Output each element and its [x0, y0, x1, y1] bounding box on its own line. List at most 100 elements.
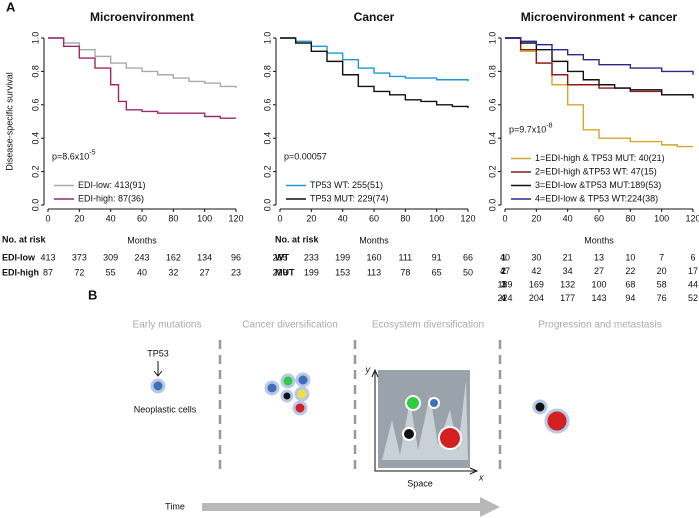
x-axis-label: Months — [359, 235, 389, 245]
x-axis-label: Months — [127, 235, 157, 245]
risk-value: 160 — [366, 252, 381, 262]
p-value-text: p=9.7x10 — [509, 125, 546, 135]
risk-value: 233 — [304, 252, 319, 262]
cell — [428, 397, 440, 409]
cells-label: Neoplastic cells — [134, 404, 197, 414]
risk-value: 224 — [497, 293, 512, 303]
legend-label: 3=EDI-low &TP53 MUT:189(53) — [535, 180, 661, 190]
cell — [438, 426, 462, 450]
y-tick-label: 1.0 — [30, 32, 40, 45]
risk-value: 169 — [529, 279, 544, 289]
x-tick-label: 60 — [369, 213, 379, 223]
risk-value: 96 — [231, 252, 241, 262]
panel-label: B — [88, 287, 97, 302]
risk-value: 42 — [531, 266, 541, 276]
y-tick-label: 0.2 — [487, 165, 497, 178]
risk-value: 309 — [103, 252, 118, 262]
risk-value: 34 — [563, 266, 573, 276]
y-tick-label: 0.2 — [262, 165, 272, 178]
x-axis-label: x — [478, 472, 484, 482]
risk-value: 30 — [531, 252, 541, 262]
legend-label: TP53 WT: 255(51) — [310, 180, 383, 190]
survival-curve — [48, 37, 237, 89]
risk-value: 243 — [134, 252, 149, 262]
risk-value: 134 — [197, 252, 212, 262]
panel-label: A — [6, 0, 16, 14]
diagram: Early mutations Cancer diversification E… — [133, 320, 662, 517]
legend-label: EDI-low: 413(91) — [78, 180, 146, 190]
y-tick-label: 0.4 — [262, 132, 272, 145]
x-tick-label: 20 — [74, 213, 84, 223]
risk-value: 162 — [166, 252, 181, 262]
y-tick-label: 0.4 — [487, 132, 497, 145]
y-tick-label: 0.2 — [30, 165, 40, 178]
p-value: p=9.7x10-8 — [509, 122, 553, 135]
risk-value: 47 — [500, 266, 510, 276]
risk-value: 373 — [72, 252, 87, 262]
x-tick-label: 0 — [277, 213, 282, 223]
x-tick-label: 60 — [137, 213, 147, 223]
risk-value: 21 — [563, 252, 573, 262]
risk-value: 94 — [625, 293, 635, 303]
x-tick-label: 60 — [594, 213, 604, 223]
x-tick-label: 0 — [45, 213, 50, 223]
risk-value: 91 — [432, 252, 442, 262]
stage-label: Ecosystem diversification — [372, 320, 484, 331]
risk-value: 100 — [591, 279, 606, 289]
p-value-exponent: -8 — [546, 122, 552, 129]
legend-label: 4=EDI-low & TP53 WT:224(38) — [535, 193, 658, 203]
risk-value: 204 — [529, 293, 544, 303]
p-value: p=8.6x10-5 — [52, 149, 96, 162]
survival-curve — [280, 37, 469, 109]
risk-value: 40 — [137, 267, 147, 277]
risk-row-label: MUT — [275, 267, 295, 277]
x-tick-label: 80 — [625, 213, 635, 223]
y-tick-label: 1.0 — [262, 32, 272, 45]
y-tick-label: 0.0 — [487, 199, 497, 212]
y-tick-label: 0.6 — [262, 99, 272, 112]
time-arrow — [202, 497, 500, 517]
legend-label: TP53 MUT: 229(74) — [310, 193, 389, 203]
survival-curve — [505, 37, 694, 99]
risk-row-label: 4 — [501, 293, 506, 303]
x-tick-label: 100 — [429, 213, 444, 223]
legend-label: 1=EDI-high & TP53 MUT: 40(21) — [535, 153, 665, 163]
arrow — [153, 361, 163, 377]
x-axis-label: Months — [584, 235, 614, 245]
legend-label: 2=EDI-high &TP53 WT: 47(15) — [535, 166, 657, 176]
risk-value: 13 — [594, 252, 604, 262]
stage-label: Early mutations — [133, 320, 202, 331]
y-tick-label: 0.8 — [262, 65, 272, 78]
p-value: p=0.00057 — [284, 152, 327, 162]
y-tick-label: 1.0 — [487, 32, 497, 45]
y-tick-label: 0.0 — [262, 199, 272, 212]
x-tick-label: 40 — [563, 213, 573, 223]
risk-value: 72 — [74, 267, 84, 277]
x-tick-label: 20 — [306, 213, 316, 223]
risk-value: 40 — [500, 252, 510, 262]
risk-value: 255 — [272, 252, 287, 262]
y-axis-label: y — [365, 364, 371, 374]
risk-value: 10 — [625, 252, 635, 262]
risk-value: 23 — [231, 267, 241, 277]
y-tick-label: 0.6 — [30, 99, 40, 112]
stage-label: Progression and metastasis — [538, 320, 661, 331]
survival-curve — [48, 37, 236, 119]
p-value-text: p=8.6x10 — [52, 152, 89, 162]
risk-value: 229 — [272, 267, 287, 277]
cell — [150, 378, 166, 394]
risk-value: 52 — [688, 293, 698, 303]
p-value-exponent: -5 — [89, 149, 95, 156]
risk-value: 65 — [432, 267, 442, 277]
risk-value: 199 — [304, 267, 319, 277]
risk-value: 132 — [560, 279, 575, 289]
risk-value: 87 — [43, 267, 53, 277]
risk-row-label: WT — [275, 252, 289, 262]
risk-row-label: 2 — [501, 266, 506, 276]
y-tick-label: 0.6 — [487, 99, 497, 112]
risk-table-title: No. at risk — [2, 234, 47, 244]
y-tick-label: 0.4 — [30, 132, 40, 145]
chart-title: Cancer — [354, 10, 395, 24]
y-axis-label: Disease-specific survival — [4, 72, 14, 171]
